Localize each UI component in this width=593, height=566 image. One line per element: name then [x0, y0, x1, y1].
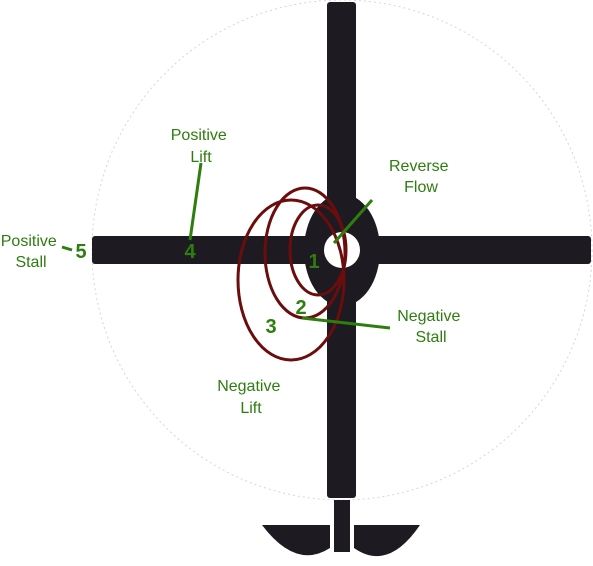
tail-boom [334, 500, 350, 552]
leader-positive-stall [61, 245, 73, 252]
ring-region-3 [236, 198, 346, 362]
label-positive-lift: Positive Lift [171, 127, 231, 166]
leader-reverse-flow [332, 199, 374, 244]
tail-rotor-left [262, 525, 330, 556]
rotor-hub [324, 232, 360, 268]
label-negative-lift: Negative Lift [217, 378, 285, 417]
tail-rotor-right [354, 525, 420, 557]
leader-positive-lift [188, 162, 203, 241]
region-number-3: 3 [265, 316, 276, 338]
blade-top [327, 2, 356, 234]
leader-negative-stall [301, 316, 391, 330]
label-reverse-flow: Reverse Flow [389, 158, 453, 196]
region-number-1: 1 [308, 251, 319, 273]
label-positive-stall: Positive Stall [1, 233, 61, 271]
region-number-4: 4 [184, 241, 196, 263]
region-number-5: 5 [75, 241, 86, 263]
region-number-2: 2 [295, 297, 306, 319]
blade-right [360, 236, 591, 264]
label-negative-stall: Negative Stall [397, 308, 465, 346]
